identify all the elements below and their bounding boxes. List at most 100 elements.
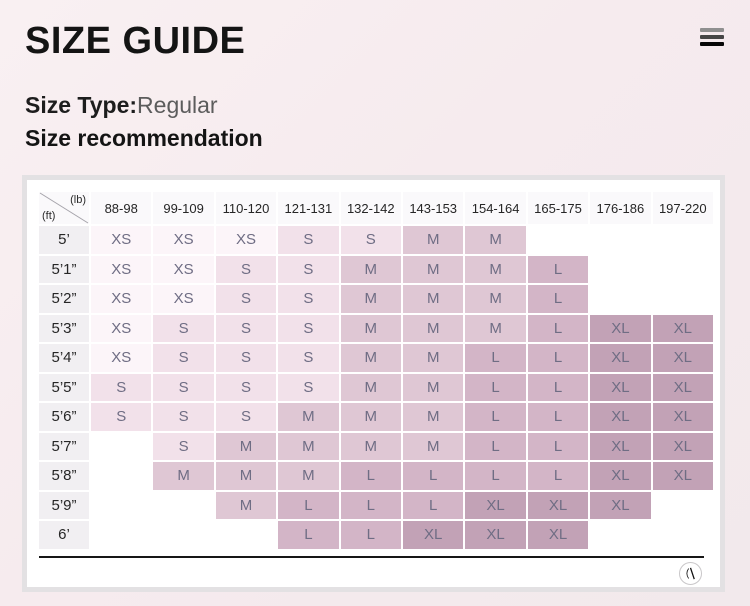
- size-cell: L: [465, 432, 526, 460]
- size-cell: XL: [652, 462, 713, 490]
- size-cell: XL: [652, 314, 713, 342]
- size-cell-empty: [590, 256, 650, 284]
- height-row-label: 6’: [39, 521, 89, 549]
- size-cell: XL: [465, 491, 526, 519]
- size-cell-empty: [653, 492, 713, 520]
- size-cell-empty: [653, 285, 713, 313]
- weight-column-header: 143-153: [403, 192, 464, 224]
- size-cell: XS: [91, 226, 152, 254]
- size-cell: XL: [652, 373, 713, 401]
- size-cell: L: [527, 285, 589, 313]
- size-cell: M: [403, 432, 464, 460]
- height-row-label: 5’1”: [39, 255, 89, 283]
- size-cell: S: [278, 226, 339, 254]
- hamburger-bar: [700, 35, 724, 39]
- section-heading: Size recommendation: [25, 125, 263, 151]
- size-cell: XL: [652, 403, 713, 431]
- height-row-label: 5’6”: [39, 403, 89, 431]
- size-cell-empty: [528, 226, 588, 254]
- size-cell: L: [527, 314, 589, 342]
- size-type-label: Size Type:: [25, 92, 138, 118]
- size-cell: M: [465, 314, 526, 342]
- size-cell-empty: [590, 285, 650, 313]
- weight-column-header: 121-131: [278, 192, 339, 224]
- size-cell: XL: [590, 373, 651, 401]
- size-cell: S: [153, 403, 214, 431]
- size-cell: XS: [91, 285, 152, 313]
- size-cell: S: [340, 226, 401, 254]
- size-chart-card: (lb) (ft) 88-98 99-109 110-120 121-131 132-1…: [22, 175, 725, 592]
- size-cell-empty: [590, 521, 650, 549]
- size-cell: XL: [590, 403, 651, 431]
- size-cell: M: [403, 344, 464, 372]
- size-cell: XS: [153, 285, 214, 313]
- size-cell: S: [91, 373, 152, 401]
- size-cell: XL: [527, 521, 589, 549]
- size-cell: S: [278, 373, 339, 401]
- size-cell: XL: [590, 314, 651, 342]
- size-cell-empty: [653, 521, 713, 549]
- weight-column-header: 154-164: [465, 192, 526, 224]
- size-cell: M: [215, 432, 277, 460]
- size-cell-empty: [153, 521, 213, 549]
- size-cell: XL: [465, 521, 526, 549]
- size-cell: M: [278, 462, 339, 490]
- weight-column-header: 110-120: [215, 192, 277, 224]
- size-cell-empty: [590, 226, 650, 254]
- size-cell-empty: [91, 492, 151, 520]
- size-cell: M: [278, 432, 339, 460]
- hamburger-bar: [700, 42, 724, 46]
- unit-ft-label: (ft): [42, 210, 56, 222]
- size-cell-empty: [153, 492, 213, 520]
- size-cell: L: [527, 462, 589, 490]
- size-type-value: Regular: [137, 92, 218, 118]
- size-cell: S: [278, 344, 339, 372]
- hamburger-bar: [700, 28, 724, 32]
- size-cell: L: [278, 491, 339, 519]
- size-cell: S: [278, 314, 339, 342]
- size-cell: XL: [652, 432, 713, 460]
- unit-lb-label: (lb): [70, 194, 86, 206]
- weight-column-header: 165-175: [527, 192, 589, 224]
- weight-column-header: 197-220: [652, 192, 713, 224]
- size-cell: XS: [91, 255, 152, 283]
- size-cell: XS: [215, 226, 277, 254]
- size-cell: M: [340, 403, 401, 431]
- size-cell: M: [340, 314, 401, 342]
- size-table: (lb) (ft) 88-98 99-109 110-120 121-131 132-1…: [39, 192, 713, 549]
- size-cell: L: [403, 491, 464, 519]
- size-cell: XL: [590, 491, 651, 519]
- size-cell: M: [465, 285, 526, 313]
- size-cell: XL: [652, 344, 713, 372]
- hamburger-menu-icon[interactable]: [700, 28, 724, 46]
- size-cell: S: [215, 344, 277, 372]
- size-cell: L: [465, 462, 526, 490]
- height-row-label: 5’8”: [39, 462, 89, 490]
- size-cell: L: [340, 491, 401, 519]
- size-cell: XL: [590, 344, 651, 372]
- size-cell: L: [340, 462, 401, 490]
- size-cell: L: [527, 255, 589, 283]
- size-cell: L: [527, 403, 589, 431]
- size-cell-empty: [91, 433, 151, 461]
- size-cell: L: [527, 373, 589, 401]
- brand-monogram-icon: [679, 562, 702, 585]
- size-cell: XL: [590, 432, 651, 460]
- height-row-label: 5’7”: [39, 432, 89, 460]
- height-row-label: 5’2”: [39, 285, 89, 313]
- height-row-label: 5’4”: [39, 344, 89, 372]
- size-cell: L: [278, 521, 339, 549]
- size-cell: M: [403, 226, 464, 254]
- weight-column-header: 176-186: [590, 192, 651, 224]
- size-cell: S: [215, 403, 277, 431]
- size-cell: M: [340, 255, 401, 283]
- weight-column-header: 132-142: [340, 192, 401, 224]
- size-cell: XL: [590, 462, 651, 490]
- size-cell: XS: [153, 255, 214, 283]
- size-cell: M: [340, 285, 401, 313]
- size-cell-empty: [91, 521, 151, 549]
- size-cell: L: [403, 462, 464, 490]
- size-cell: S: [278, 285, 339, 313]
- size-cell: XS: [153, 226, 214, 254]
- size-cell: M: [153, 462, 214, 490]
